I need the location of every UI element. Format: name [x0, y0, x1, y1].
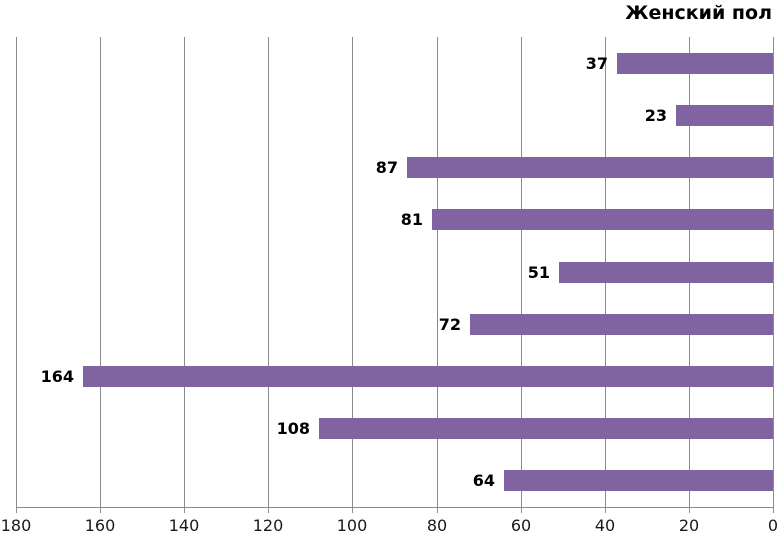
bar-value-label-7: 108 — [276, 419, 310, 438]
tick-label-80: 80 — [426, 516, 448, 535]
bar-1 — [676, 105, 773, 126]
bar-2 — [407, 157, 773, 178]
tick-mark-140 — [184, 507, 185, 513]
tick-label-20: 20 — [678, 516, 700, 535]
tick-label-160: 160 — [84, 516, 116, 535]
x-axis-line — [16, 507, 774, 508]
gridline-120 — [268, 37, 269, 507]
tick-mark-180 — [16, 507, 17, 513]
tick-mark-160 — [100, 507, 101, 513]
bar-value-label-5: 72 — [438, 315, 461, 334]
bar-3 — [432, 209, 773, 230]
tick-mark-100 — [352, 507, 353, 513]
bar-value-label-8: 64 — [472, 471, 495, 490]
chart-title: Женский пол — [625, 2, 772, 24]
gridline-100 — [352, 37, 353, 507]
tick-label-0: 0 — [767, 516, 778, 535]
tick-mark-40 — [605, 507, 606, 513]
plot-area: 37 23 87 81 51 72 164 108 64 — [16, 37, 774, 507]
bar-0 — [617, 53, 773, 74]
tick-label-100: 100 — [336, 516, 368, 535]
bar-value-label-0: 37 — [585, 54, 608, 73]
bar-value-label-3: 81 — [400, 210, 423, 229]
tick-label-120: 120 — [252, 516, 284, 535]
tick-label-60: 60 — [510, 516, 532, 535]
bar-6 — [83, 366, 773, 387]
tick-label-40: 40 — [594, 516, 616, 535]
tick-label-180: 180 — [0, 516, 32, 535]
gridline-140 — [184, 37, 185, 507]
bar-value-label-2: 87 — [375, 158, 398, 177]
bar-value-label-1: 23 — [644, 106, 667, 125]
bar-5 — [470, 314, 773, 335]
tick-mark-0 — [773, 507, 774, 513]
bar-value-label-6: 164 — [40, 367, 74, 386]
gridline-60 — [521, 37, 522, 507]
bar-4 — [559, 262, 773, 283]
gridline-0 — [773, 37, 774, 507]
tick-mark-80 — [437, 507, 438, 513]
tick-mark-120 — [268, 507, 269, 513]
bar-7 — [319, 418, 773, 439]
tick-label-140: 140 — [168, 516, 200, 535]
bar-8 — [504, 470, 773, 491]
bar-value-label-4: 51 — [527, 263, 550, 282]
tick-mark-60 — [521, 507, 522, 513]
tick-mark-20 — [689, 507, 690, 513]
gridline-80 — [437, 37, 438, 507]
gridline-180 — [16, 37, 17, 507]
gridline-160 — [100, 37, 101, 507]
